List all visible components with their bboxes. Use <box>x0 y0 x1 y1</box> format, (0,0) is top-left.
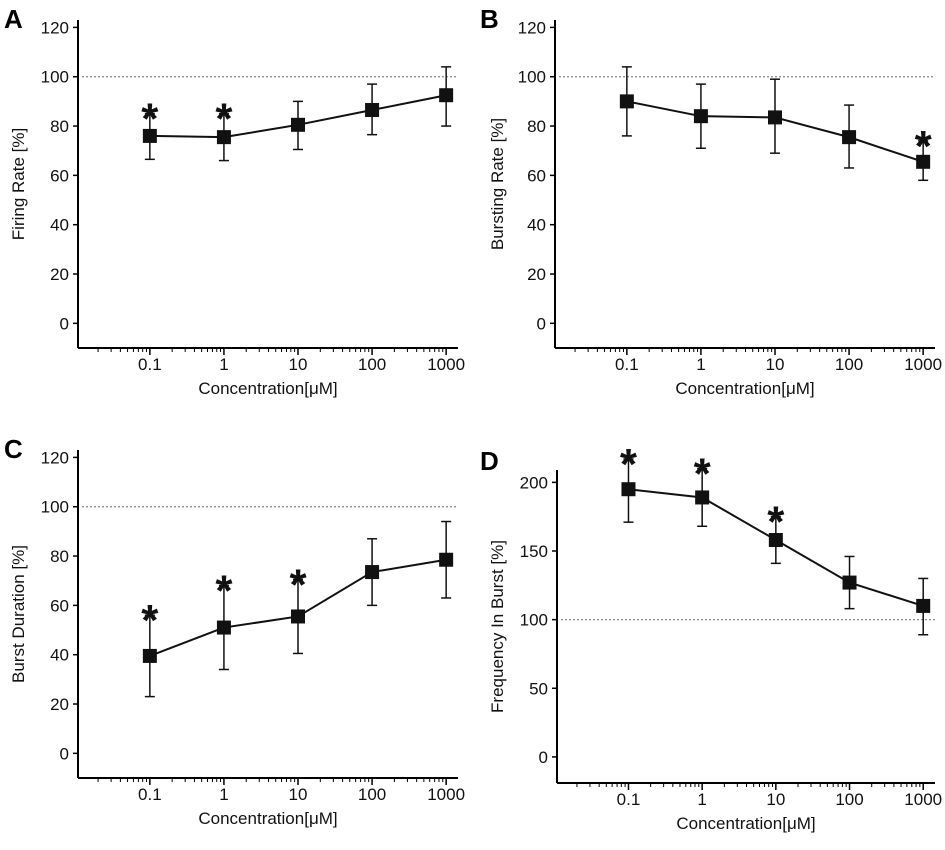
x-tick-label: 0.1 <box>617 790 641 809</box>
data-point <box>695 490 710 505</box>
data-point <box>365 103 380 118</box>
x-tick-label: 1 <box>219 785 228 804</box>
y-tick-label: 40 <box>527 216 546 235</box>
panel-a: A 0 20 40 60 80 100 120 0.1 1 10 100 1000 Concentrati… <box>4 4 465 398</box>
y-tick-label: 0 <box>60 744 69 763</box>
y-tick-label: 20 <box>527 265 546 284</box>
x-tick-label: 1 <box>697 790 706 809</box>
y-tick-label: 80 <box>527 117 546 136</box>
x-tick-label: 1 <box>219 355 228 374</box>
y-tick-label: 60 <box>50 166 69 185</box>
x-axis-label: Concentration[μM] <box>198 809 337 828</box>
x-tick-label: 0.1 <box>138 355 162 374</box>
y-axis-label: Bursting Rate [%] <box>488 118 507 250</box>
x-tick-label: 10 <box>766 355 785 374</box>
y-axis-label: Firing Rate [%] <box>9 128 28 240</box>
significance-star: * <box>767 498 785 547</box>
panel-letter: D <box>480 446 499 476</box>
x-tick-label: 100 <box>358 785 386 804</box>
y-tick-label: 0 <box>539 748 548 767</box>
x-tick-label: 1000 <box>427 785 465 804</box>
data-point <box>916 598 931 613</box>
y-axis-label: Burst Duration [%] <box>9 545 28 683</box>
panel-b: B 0 20 40 60 80 100 120 0.1 1 10 100 1000 Concentrati… <box>480 4 942 398</box>
panel-letter: C <box>4 434 23 464</box>
data-point <box>439 552 454 567</box>
y-tick-label: 60 <box>527 166 546 185</box>
x-axis-label: Concentration[μM] <box>675 379 814 398</box>
data-point <box>842 130 857 145</box>
x-axis-label: Concentration[μM] <box>198 379 337 398</box>
panel-c: C 0 20 40 60 80 100 120 0.1 1 10 100 1000 Concentrati… <box>4 434 465 828</box>
y-tick-label: 150 <box>520 542 548 561</box>
significance-star: * <box>141 596 159 645</box>
y-tick-label: 20 <box>50 265 69 284</box>
significance-star: * <box>141 95 159 144</box>
data-point <box>693 109 708 124</box>
x-tick-label: 10 <box>289 785 308 804</box>
y-axis-label: Frequency In Burst [%] <box>488 540 507 713</box>
data-point <box>439 88 454 103</box>
significance-star: * <box>915 122 933 171</box>
x-axis-label: Concentration[μM] <box>676 814 815 833</box>
y-tick-label: 100 <box>518 68 546 87</box>
y-tick-label: 80 <box>50 117 69 136</box>
y-tick-label: 120 <box>41 448 69 467</box>
x-tick-label: 0.1 <box>615 355 639 374</box>
data-point <box>291 117 305 132</box>
significance-star: * <box>694 450 712 499</box>
significance-star: * <box>215 567 233 616</box>
y-tick-label: 100 <box>520 611 548 630</box>
x-tick-label: 100 <box>835 355 863 374</box>
x-tick-label: 10 <box>766 790 785 809</box>
data-point <box>216 130 231 145</box>
significance-star: * <box>215 95 233 144</box>
panel-letter: B <box>480 4 499 34</box>
y-tick-label: 20 <box>50 695 69 714</box>
data-point <box>621 482 636 497</box>
y-tick-label: 80 <box>50 547 69 566</box>
x-tick-label: 0.1 <box>138 785 162 804</box>
y-tick-label: 100 <box>41 68 69 87</box>
data-point <box>619 94 634 109</box>
x-tick-label: 1000 <box>904 790 942 809</box>
data-point <box>768 110 782 125</box>
y-tick-label: 100 <box>41 498 69 517</box>
x-tick-label: 10 <box>289 355 308 374</box>
data-point <box>216 620 231 635</box>
y-tick-label: 0 <box>60 314 69 333</box>
significance-star: * <box>620 440 638 489</box>
panel-d: D 0 50 100 150 200 0.1 1 10 100 1000 Concentration[… <box>480 440 942 833</box>
data-point <box>768 533 783 548</box>
panel-letter: A <box>4 4 23 34</box>
data-point <box>916 154 931 169</box>
y-tick-label: 120 <box>518 18 546 37</box>
data-point <box>365 565 380 580</box>
x-tick-label: 100 <box>358 355 386 374</box>
x-tick-label: 100 <box>835 790 863 809</box>
x-tick-label: 1 <box>696 355 705 374</box>
y-tick-label: 0 <box>537 314 546 333</box>
y-tick-label: 60 <box>50 596 69 615</box>
significance-star: * <box>289 560 307 609</box>
y-tick-label: 120 <box>41 18 69 37</box>
y-tick-label: 40 <box>50 216 69 235</box>
x-tick-label: 1000 <box>427 355 465 374</box>
data-point <box>142 128 157 143</box>
data-point <box>842 575 857 590</box>
y-tick-label: 50 <box>529 679 548 698</box>
x-tick-label: 1000 <box>904 355 942 374</box>
data-point <box>142 648 157 663</box>
y-tick-label: 200 <box>520 473 548 492</box>
data-point <box>291 609 305 624</box>
y-tick-label: 40 <box>50 646 69 665</box>
